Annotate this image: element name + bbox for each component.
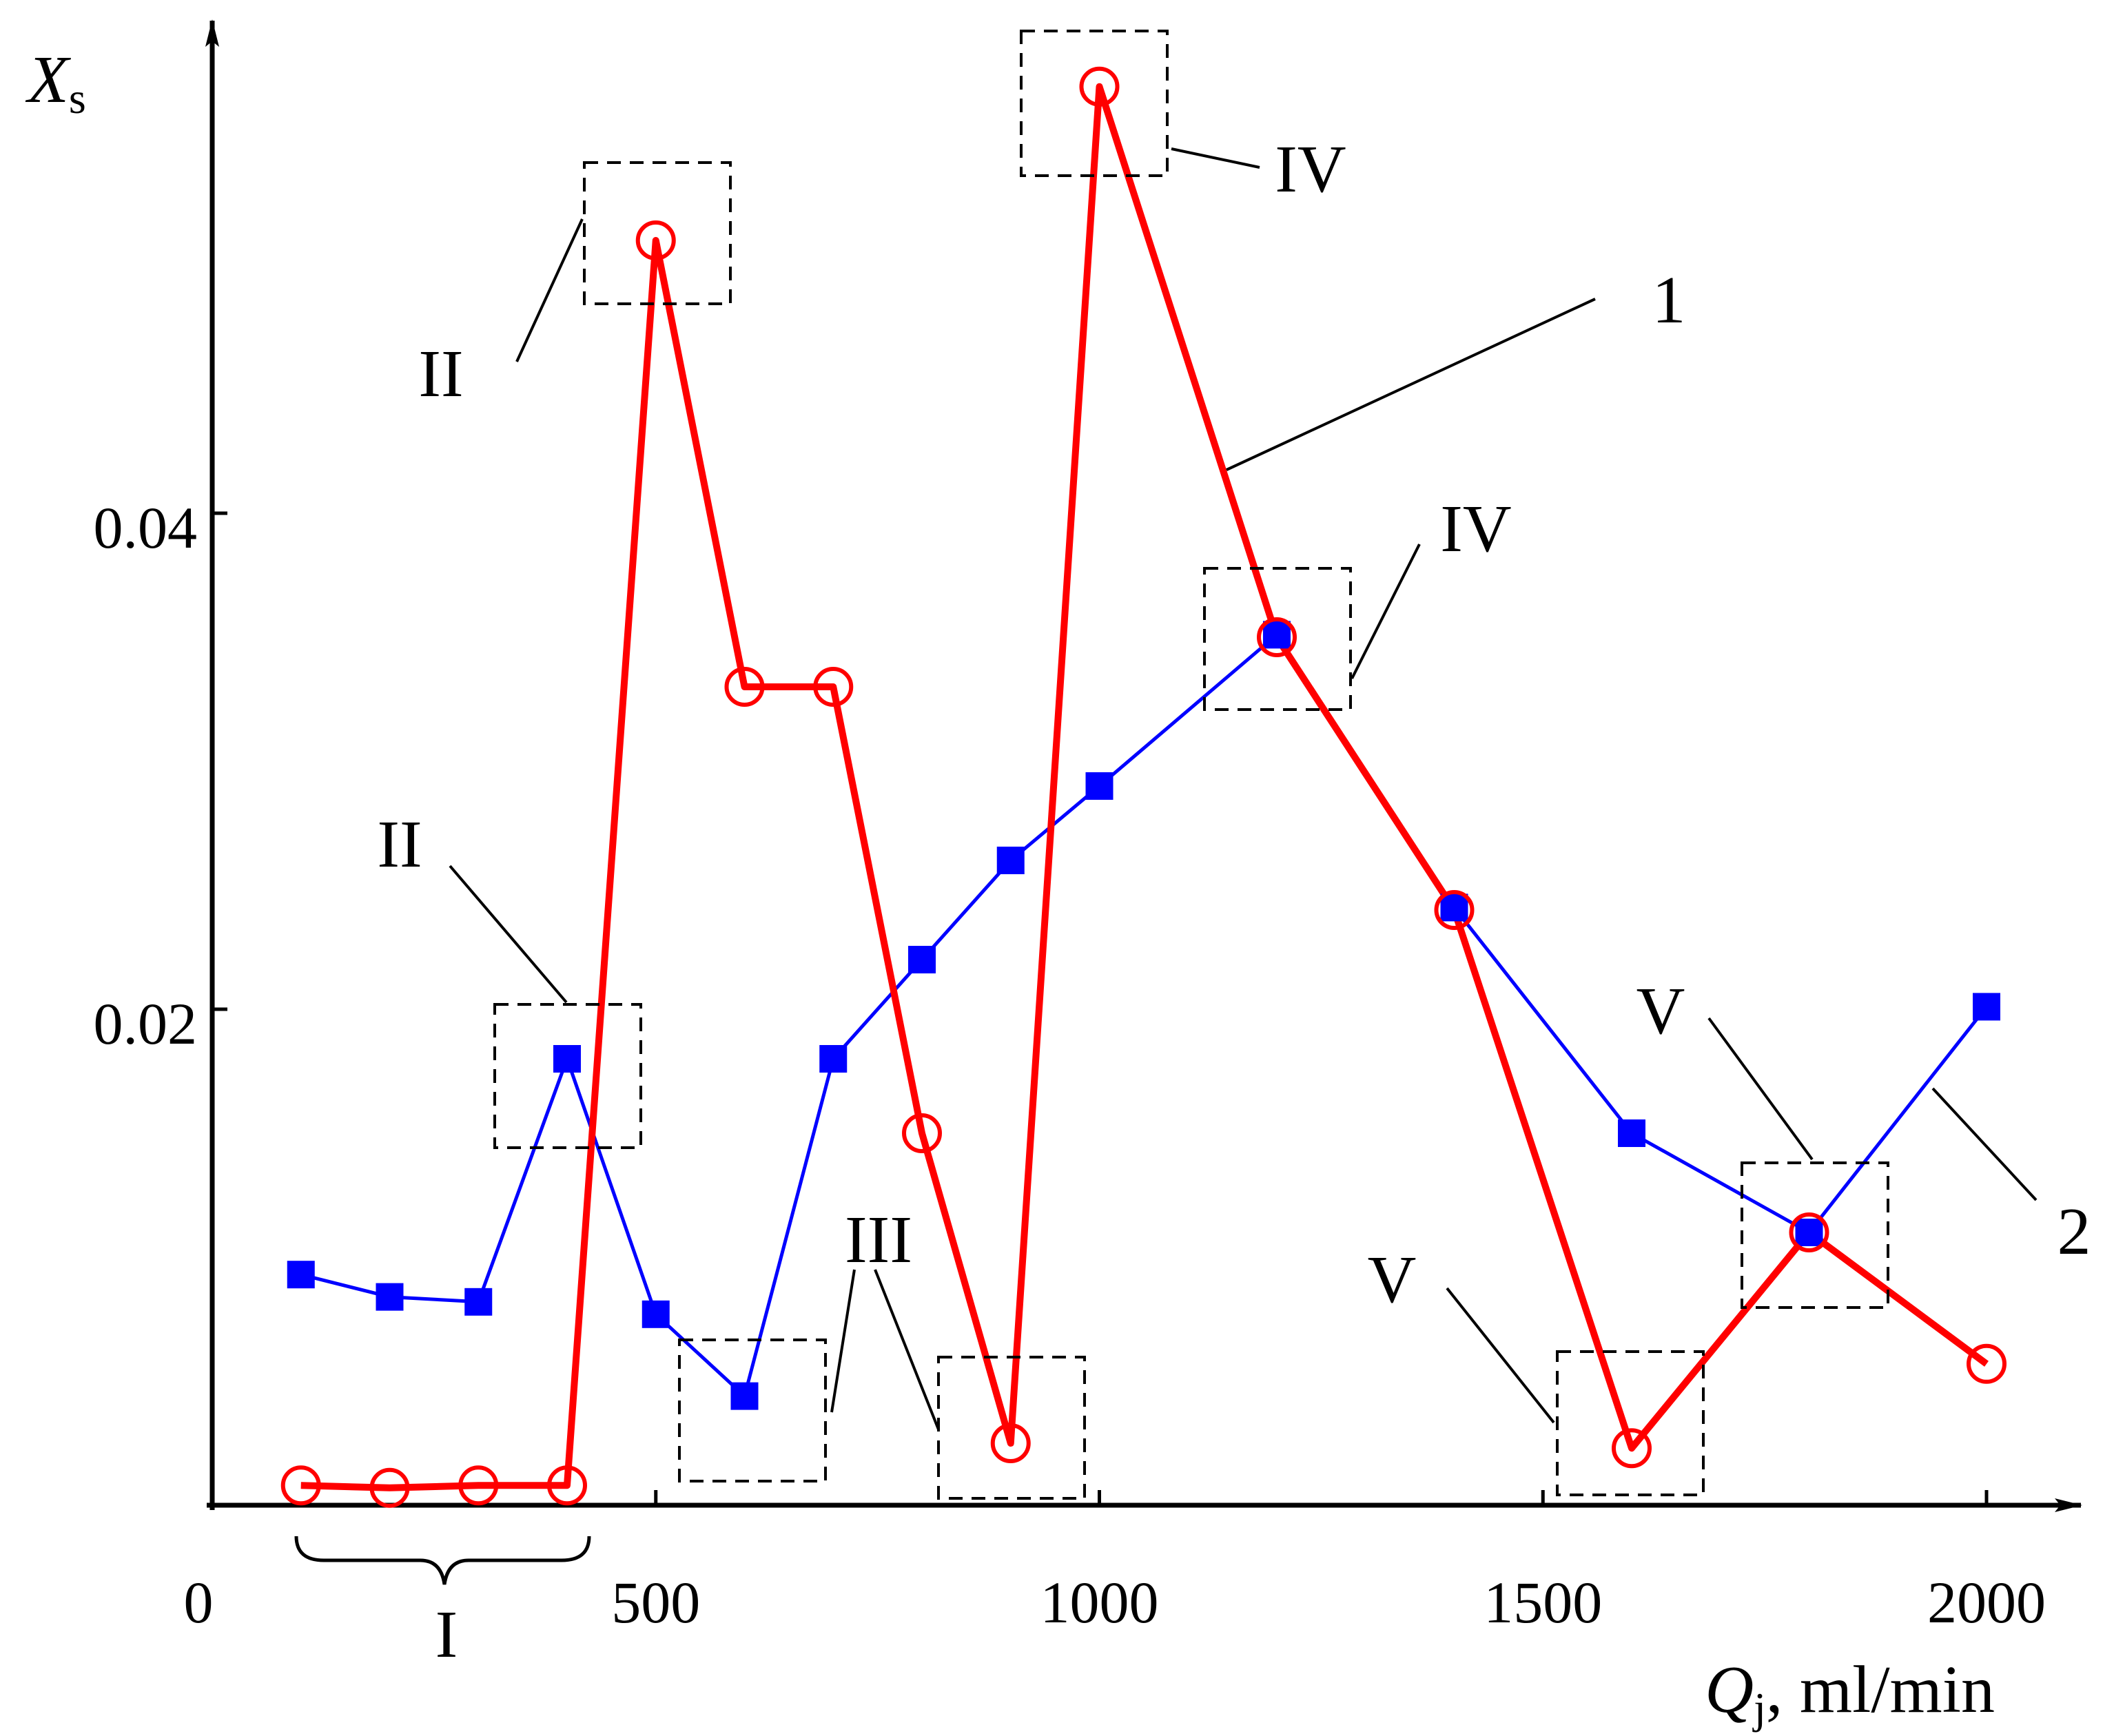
series-2-line: [300, 632, 1988, 1398]
series-1-line: [300, 83, 1989, 1491]
leader-s2-label: [1931, 1087, 2038, 1201]
series-2-point: [376, 1283, 404, 1311]
label-III: III: [845, 1203, 912, 1277]
series-1-point: [635, 220, 676, 260]
x-axis-title: Qj, ml/min: [1705, 1653, 1995, 1733]
x-tick-label: 1000: [1040, 1569, 1159, 1635]
series-layer: [280, 66, 2007, 1508]
x-tick-label: 500: [611, 1569, 700, 1635]
series-1-point: [813, 667, 854, 707]
y-ticks: 0.02 0.04: [94, 495, 227, 1057]
series-1-point: [1612, 1428, 1652, 1469]
annotation-decor: [294, 30, 2038, 1585]
series-2-point: [819, 1045, 848, 1073]
leader-s2-V: [1707, 1017, 1814, 1161]
series-2-point: [1440, 893, 1468, 922]
series-2-point: [996, 847, 1025, 874]
series-1-point: [902, 1113, 942, 1153]
series-2-point: [908, 946, 936, 973]
series-2-point: [1085, 772, 1114, 800]
label-s1-IV: IV: [1275, 132, 1346, 207]
y-tick-label: 0.04: [94, 495, 198, 561]
dashed-box-s2-III: [678, 1339, 827, 1482]
series-2-point: [287, 1261, 315, 1289]
label-s2-V: V: [1636, 974, 1685, 1048]
y-axis-title: Xs: [25, 43, 86, 123]
label-series-2: 2: [2057, 1195, 2091, 1269]
series-2-point: [1973, 993, 2000, 1021]
series-2-point: [1263, 621, 1291, 649]
x-tick-label: 0: [184, 1569, 214, 1635]
series-1-point: [458, 1465, 499, 1506]
series-1-point: [1789, 1212, 1829, 1252]
x-tick-label: 1500: [1484, 1569, 1602, 1635]
series-1-point: [547, 1465, 587, 1506]
y-tick-label: 0.02: [94, 991, 198, 1057]
dashed-box-s2-V: [1741, 1161, 1889, 1309]
leader-s1-II: [515, 218, 584, 362]
label-s2-IV: IV: [1440, 492, 1511, 566]
label-s1-II: II: [418, 337, 463, 411]
leader-s1-IV: [1171, 147, 1260, 169]
label-s1-V: V: [1368, 1243, 1417, 1317]
brace-I: [294, 1536, 591, 1585]
series-1-point: [1967, 1343, 2007, 1384]
dashed-box-s1-II: [583, 161, 732, 305]
dashed-box-s2-II: [493, 1003, 642, 1149]
series-2-point: [730, 1382, 759, 1410]
leader-III-b: [874, 1269, 940, 1430]
series-1-point: [280, 1465, 321, 1506]
leader-s1-V: [1446, 1287, 1555, 1424]
dashed-box-s2-IV: [1203, 567, 1352, 711]
series-1-point: [1079, 66, 1120, 107]
leader-III-a: [830, 1269, 856, 1413]
series-1-point: [724, 667, 765, 707]
leader-s2-IV: [1351, 544, 1421, 679]
series-1-point: [1257, 617, 1297, 657]
dashed-box-s1-V: [1556, 1350, 1705, 1496]
series-2-point: [1618, 1119, 1645, 1147]
series-2-point: [1795, 1219, 1823, 1246]
leader-s2-II: [449, 865, 568, 1004]
series-1-point: [1434, 890, 1475, 930]
label-roman-I: I: [435, 1598, 458, 1672]
x-ticks: 0 500 1000 1500 2000: [184, 1490, 2046, 1635]
series-2-point: [642, 1300, 670, 1328]
series-2-point: [553, 1045, 581, 1073]
x-tick-label: 2000: [1927, 1569, 2046, 1635]
series-2-point: [464, 1288, 493, 1316]
series-1-point: [990, 1423, 1031, 1463]
series-1-point: [369, 1467, 410, 1508]
label-s2-II: II: [377, 807, 422, 882]
annotation-labels: I II IV 1 II IV III V V 2: [377, 132, 2091, 1672]
axes: [205, 19, 2082, 1512]
leader-s1-label: [1226, 298, 1596, 471]
dashed-box-s1-IV: [1020, 30, 1169, 177]
label-series-1: 1: [1652, 263, 1686, 338]
